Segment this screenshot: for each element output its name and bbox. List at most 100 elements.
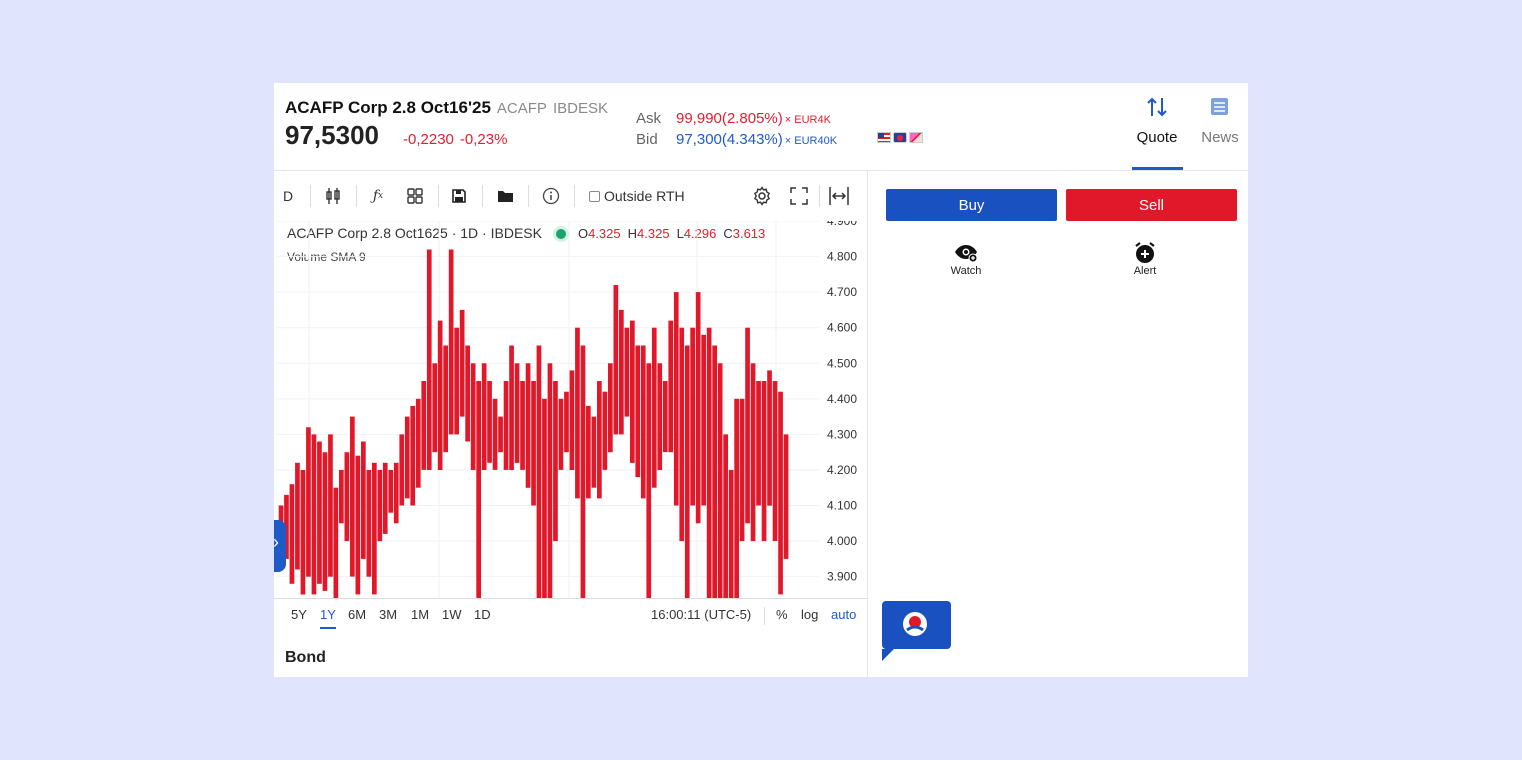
- layout-grid-icon[interactable]: [404, 185, 426, 207]
- price-bar: [372, 462, 377, 595]
- range-3m[interactable]: 3M: [379, 607, 398, 622]
- price-bar: [767, 370, 772, 506]
- price-bar: [399, 434, 405, 506]
- newspaper-icon: [1194, 95, 1246, 119]
- candlestick-icon[interactable]: [322, 185, 344, 207]
- sell-button[interactable]: Sell: [1066, 189, 1237, 221]
- price-bar: [608, 363, 613, 453]
- price-bar: [366, 470, 372, 577]
- price-bar: [350, 416, 355, 577]
- tab-quote[interactable]: Quote: [1131, 83, 1183, 170]
- buy-button[interactable]: Buy: [886, 189, 1057, 221]
- y-tick-label: 4.900: [827, 221, 857, 228]
- range-1d[interactable]: 1D: [474, 607, 491, 622]
- open-value: 4.325: [588, 226, 621, 241]
- watch-button[interactable]: Watch: [936, 241, 996, 277]
- price-bar: [772, 381, 778, 541]
- price-bar: [673, 292, 679, 506]
- section-title: Bond: [285, 649, 326, 666]
- price-bar: [679, 327, 685, 542]
- price-bar: [684, 345, 690, 598]
- price-bar: [597, 381, 602, 499]
- sort-arrows-icon: [1131, 95, 1183, 119]
- ohlc-values: O4.325 H4.325 L4.296 C3.613: [578, 226, 772, 241]
- price-bar: [492, 398, 498, 470]
- price-bar: [690, 327, 695, 506]
- alert-button[interactable]: Alert: [1115, 241, 1175, 277]
- price-bar: [619, 309, 624, 435]
- y-tick-label: 4.800: [827, 250, 857, 264]
- outside-rth-checkbox[interactable]: [589, 190, 600, 202]
- chat-button[interactable]: [882, 601, 951, 661]
- eye-plus-icon: [936, 241, 996, 265]
- price-bar: [509, 345, 514, 470]
- price-bar: [756, 381, 761, 506]
- price-bar: [415, 398, 421, 488]
- fit-width-icon[interactable]: [827, 185, 851, 207]
- price-bar: [520, 381, 525, 470]
- price-bar: [657, 363, 663, 470]
- price-bar: [745, 327, 750, 524]
- price-bar: [591, 416, 597, 488]
- price-bar: [701, 334, 706, 506]
- y-tick-label: 4.300: [827, 427, 857, 441]
- auto-scale-toggle[interactable]: auto: [831, 607, 857, 622]
- price-bar: [575, 327, 580, 499]
- close-value: 3.613: [732, 226, 766, 241]
- y-tick-label: 4.600: [827, 321, 857, 335]
- folder-icon[interactable]: [494, 185, 516, 207]
- fullscreen-icon[interactable]: [788, 185, 810, 207]
- price-bar: [580, 345, 586, 598]
- price-bar: [613, 285, 619, 435]
- bid-row: Bid 97,300(4.343%) × EUR40K: [636, 131, 837, 148]
- save-icon[interactable]: [448, 185, 470, 207]
- range-1y[interactable]: 1Y: [320, 607, 336, 629]
- percent-scale-toggle[interactable]: %: [776, 607, 788, 622]
- price-bar: [328, 434, 333, 577]
- chart-legend: ACAFP Corp 2.8 Oct1625 · 1D · IBDESK O4.3…: [287, 225, 772, 241]
- trade-panel: Buy Sell Watch Alert: [868, 171, 1248, 677]
- price-bar: [333, 487, 339, 598]
- price-bar: [361, 441, 366, 559]
- price-bar: [547, 363, 553, 598]
- toolbar-divider: [819, 185, 820, 207]
- ask-row: Ask 99,990(2.805%) × EUR4K: [636, 110, 831, 127]
- interval-selector[interactable]: D: [282, 188, 294, 204]
- price-bar: [624, 327, 630, 417]
- gear-icon[interactable]: [751, 185, 773, 207]
- price-bar: [646, 363, 652, 598]
- price-bar: [761, 381, 767, 541]
- tab-news[interactable]: News: [1194, 83, 1246, 170]
- log-scale-toggle[interactable]: log: [801, 607, 819, 622]
- toolbar-divider: [310, 185, 311, 207]
- sidebar-expand-handle[interactable]: [274, 520, 286, 572]
- price-bar: [476, 381, 481, 598]
- market-open-dot-icon: [555, 229, 566, 240]
- change-percent: -0,23%: [459, 131, 508, 148]
- tab-news-label: News: [1201, 129, 1239, 146]
- instrument-title: ACAFP Corp 2.8 Oct16'25 ACAFP IBDESK: [285, 98, 608, 117]
- price-change: -0,2230 -0,23%: [403, 131, 513, 148]
- y-tick-label: 4.400: [827, 392, 857, 406]
- price-bar: [289, 484, 295, 584]
- price-bar: [300, 470, 306, 595]
- quote-header: ACAFP Corp 2.8 Oct16'25 ACAFP IBDESK 97,53…: [274, 83, 1248, 171]
- range-1m[interactable]: 1M: [411, 607, 430, 622]
- price-plot[interactable]: 4.900 4.800 4.700 4.600 4.500 4.400 4.300 4.200…: [274, 221, 867, 601]
- outside-rth-toggle[interactable]: Outside RTH: [589, 185, 685, 207]
- price-bar: [553, 381, 558, 541]
- toolbar-divider: [356, 185, 357, 207]
- price-bar: [344, 452, 350, 542]
- price-bar: [284, 494, 289, 559]
- watch-label: Watch: [950, 265, 982, 277]
- range-6m[interactable]: 6M: [348, 607, 367, 622]
- range-1w[interactable]: 1W: [442, 607, 462, 622]
- price-bar: [531, 381, 536, 506]
- low-value: 4.296: [683, 226, 717, 241]
- info-icon[interactable]: [540, 185, 562, 207]
- range-5y[interactable]: 5Y: [291, 607, 307, 622]
- toolbar-divider: [764, 607, 765, 625]
- price-bar: [569, 370, 575, 470]
